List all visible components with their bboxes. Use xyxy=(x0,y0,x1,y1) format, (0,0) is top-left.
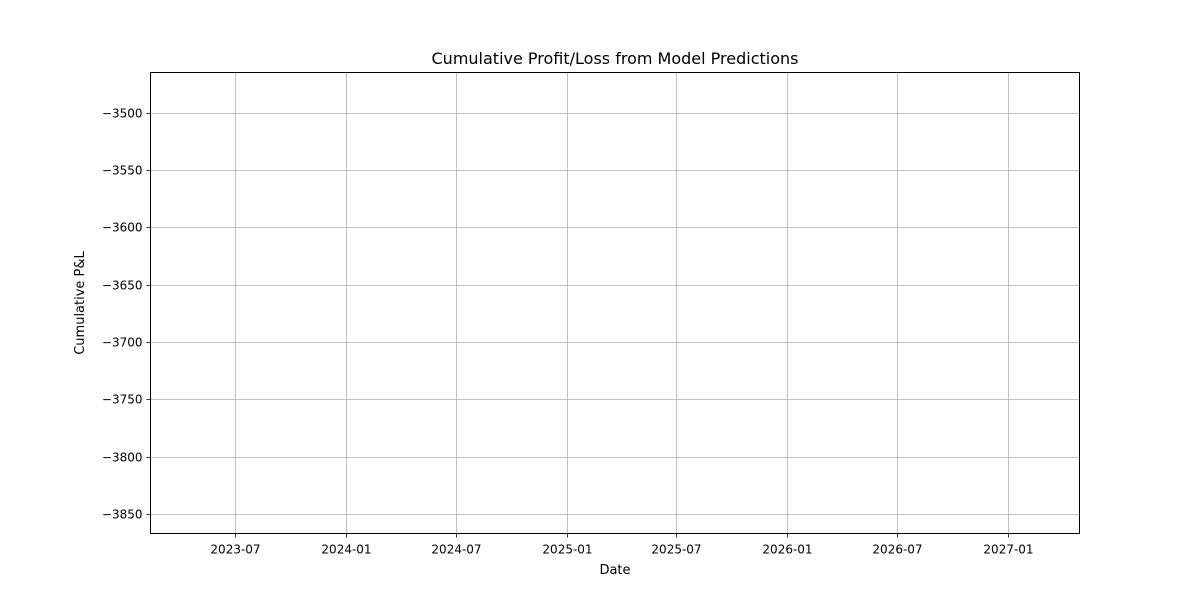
x-tick-label: 2024-01 xyxy=(321,543,371,557)
x-tick-label: 2027-01 xyxy=(983,543,1033,557)
y-tick-label: −3750 xyxy=(102,393,143,407)
x-tick-label: 2023-07 xyxy=(210,543,260,557)
plot-frame xyxy=(150,72,1080,534)
x-tick-label: 2026-01 xyxy=(762,543,812,557)
x-tick-label: 2026-07 xyxy=(872,543,922,557)
x-axis-label: Date xyxy=(599,563,630,578)
y-tick-label: −3500 xyxy=(102,107,143,121)
y-axis-label: Cumulative P&L xyxy=(73,250,88,354)
y-tick-label: −3550 xyxy=(102,164,143,178)
y-tick-label: −3600 xyxy=(102,221,143,235)
grid xyxy=(150,72,1080,534)
y-tick-label: −3850 xyxy=(102,508,143,522)
chart-title: Cumulative Profit/Loss from Model Predic… xyxy=(432,49,799,68)
y-tick-label: −3700 xyxy=(102,336,143,350)
y-tick-label: −3800 xyxy=(102,451,143,465)
x-tick-label: 2025-07 xyxy=(651,543,701,557)
x-tick-label: 2025-01 xyxy=(542,543,592,557)
y-tick-label: −3650 xyxy=(102,279,143,293)
axis-ticks: 2023-07 2024-01 2024-07 2025-01 2025-07 2026-… xyxy=(102,107,1034,557)
x-tick-label: 2024-07 xyxy=(431,543,481,557)
